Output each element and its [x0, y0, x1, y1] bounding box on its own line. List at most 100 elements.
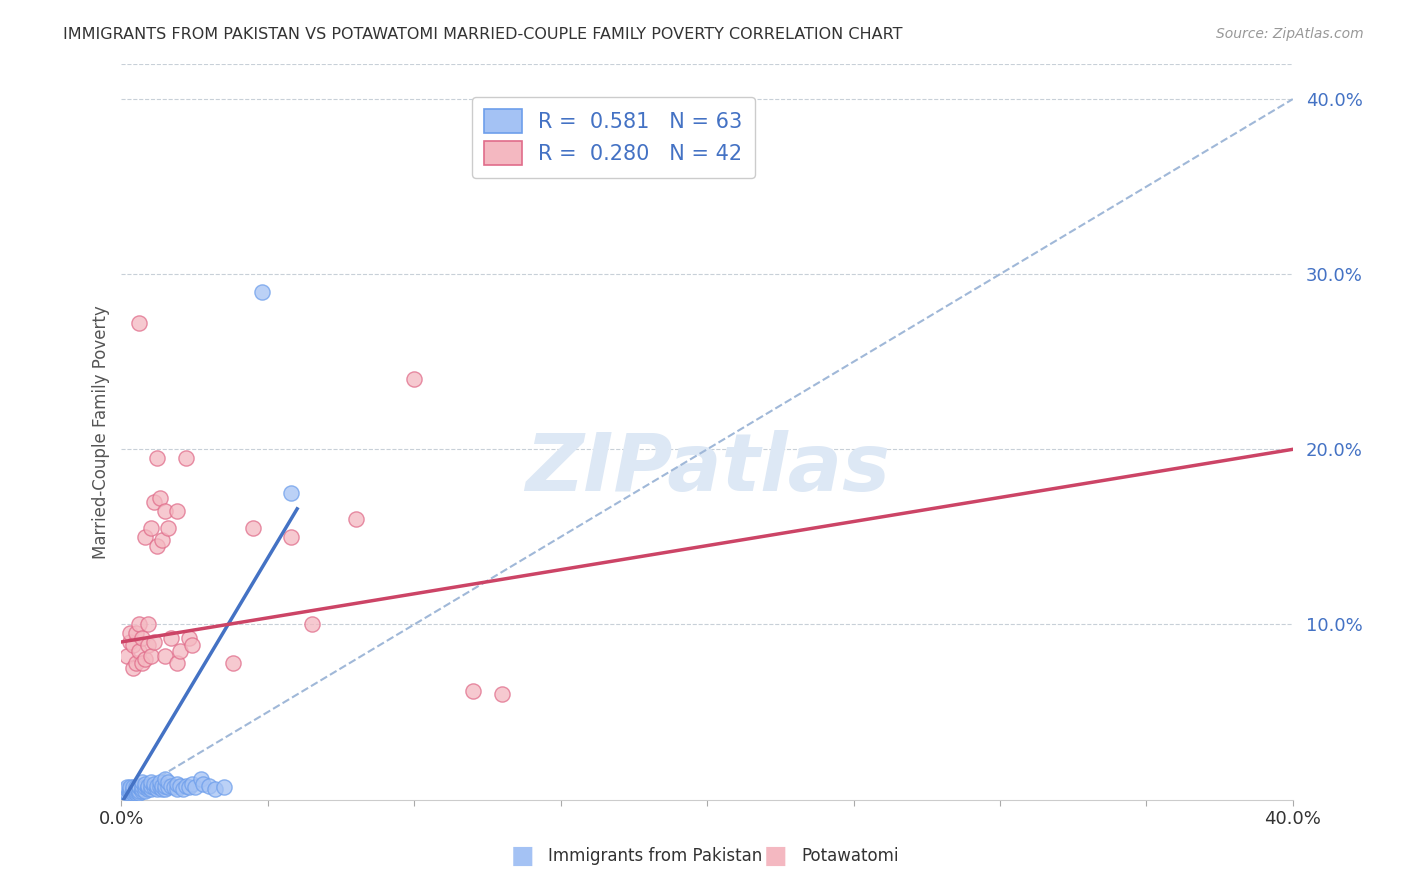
Point — [120, 785, 142, 799]
Point — [142, 495, 165, 509]
Point — [145, 779, 167, 793]
Text: Immigrants from Pakistan: Immigrants from Pakistan — [548, 847, 762, 865]
Point — [177, 780, 200, 795]
Point — [160, 779, 183, 793]
Point — [134, 784, 156, 798]
Point — [131, 784, 153, 798]
Text: Source: ZipAtlas.com: Source: ZipAtlas.com — [1216, 27, 1364, 41]
Point — [131, 632, 153, 646]
Point — [166, 777, 188, 791]
Point — [139, 648, 162, 663]
Point — [131, 656, 153, 670]
Point — [155, 503, 177, 517]
Point — [242, 521, 264, 535]
Point — [166, 656, 188, 670]
Legend: R =  0.581   N = 63, R =  0.280   N = 42: R = 0.581 N = 63, R = 0.280 N = 42 — [471, 96, 755, 178]
Point — [136, 782, 159, 797]
Point — [136, 639, 159, 653]
Point — [157, 775, 180, 789]
Point — [122, 784, 145, 798]
Point — [152, 779, 174, 793]
Point — [166, 782, 188, 797]
Point — [122, 782, 145, 797]
Point — [139, 779, 162, 793]
Point — [183, 780, 205, 795]
Y-axis label: Married-Couple Family Poverty: Married-Couple Family Poverty — [93, 305, 110, 558]
Point — [128, 785, 150, 799]
Point — [169, 779, 191, 793]
Point — [120, 782, 142, 797]
Point — [125, 782, 148, 797]
Point — [122, 639, 145, 653]
Point — [122, 661, 145, 675]
Point — [122, 780, 145, 795]
Point — [155, 648, 177, 663]
Text: ZIPatlas: ZIPatlas — [524, 430, 890, 508]
Point — [160, 632, 183, 646]
Point — [134, 777, 156, 791]
Point — [152, 533, 174, 548]
Point — [163, 780, 186, 795]
Point — [148, 780, 170, 795]
Point — [125, 785, 148, 799]
Point — [125, 784, 148, 798]
Point — [136, 780, 159, 795]
Point — [125, 626, 148, 640]
Point — [136, 617, 159, 632]
Point — [152, 782, 174, 797]
Text: Potawatomi: Potawatomi — [801, 847, 898, 865]
Point — [131, 782, 153, 797]
Point — [155, 772, 177, 786]
Point — [172, 782, 194, 797]
Point — [120, 784, 142, 798]
Point — [142, 635, 165, 649]
Point — [117, 648, 139, 663]
Point — [117, 782, 139, 797]
Point — [120, 626, 142, 640]
Point — [250, 285, 273, 299]
Point — [193, 777, 215, 791]
Point — [222, 656, 245, 670]
Point — [131, 779, 153, 793]
Point — [198, 779, 221, 793]
Point — [145, 451, 167, 466]
Point — [139, 775, 162, 789]
Point — [491, 688, 513, 702]
Text: IMMIGRANTS FROM PAKISTAN VS POTAWATOMI MARRIED-COUPLE FAMILY POVERTY CORRELATION: IMMIGRANTS FROM PAKISTAN VS POTAWATOMI M… — [63, 27, 903, 42]
Point — [174, 451, 197, 466]
Point — [301, 617, 323, 632]
Point — [128, 617, 150, 632]
Point — [134, 530, 156, 544]
Point — [148, 775, 170, 789]
Point — [145, 782, 167, 797]
Point — [166, 503, 188, 517]
Point — [344, 512, 367, 526]
Point — [177, 632, 200, 646]
Point — [139, 521, 162, 535]
Point — [139, 782, 162, 797]
Point — [117, 785, 139, 799]
Point — [120, 780, 142, 795]
Text: ■: ■ — [510, 845, 534, 868]
Point — [148, 491, 170, 506]
Point — [112, 784, 135, 798]
Point — [212, 780, 235, 795]
Point — [174, 779, 197, 793]
Point — [145, 539, 167, 553]
Point — [180, 777, 202, 791]
Point — [142, 780, 165, 795]
Point — [461, 684, 484, 698]
Point — [280, 530, 302, 544]
Point — [134, 652, 156, 666]
Text: ■: ■ — [763, 845, 787, 868]
Point — [142, 777, 165, 791]
Point — [155, 782, 177, 797]
Point — [122, 785, 145, 799]
Point — [136, 779, 159, 793]
Point — [128, 316, 150, 330]
Point — [190, 772, 212, 786]
Point — [128, 784, 150, 798]
Point — [180, 639, 202, 653]
Point — [128, 643, 150, 657]
Point — [120, 635, 142, 649]
